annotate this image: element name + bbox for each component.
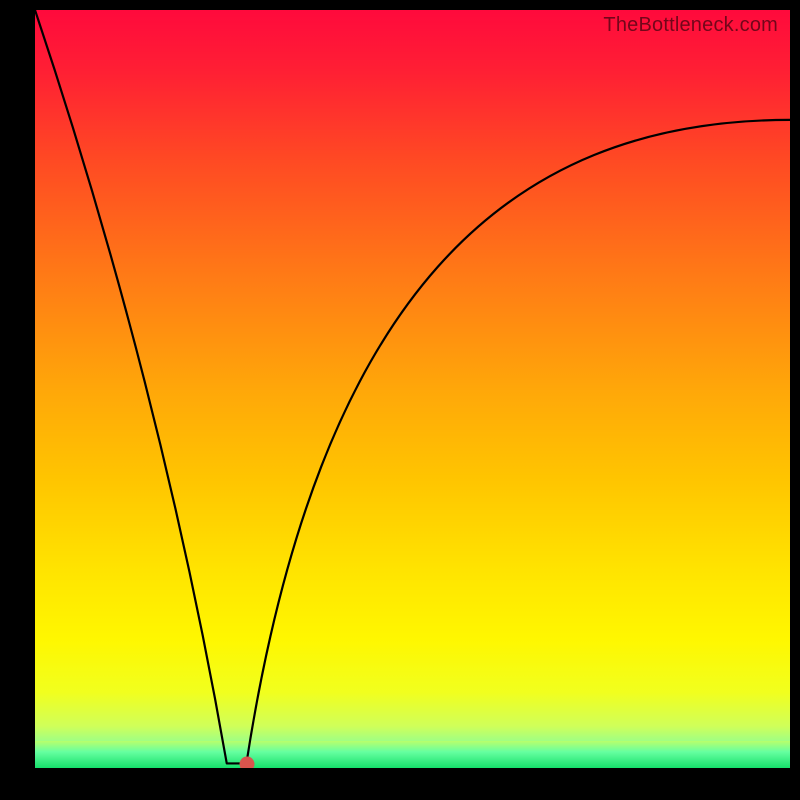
optimal-point-marker xyxy=(240,757,255,768)
bottleneck-curve xyxy=(35,10,790,768)
chart-stage: TheBottleneck.com xyxy=(0,0,800,800)
plot-area: TheBottleneck.com xyxy=(35,10,790,768)
watermark-text: TheBottleneck.com xyxy=(603,14,778,37)
